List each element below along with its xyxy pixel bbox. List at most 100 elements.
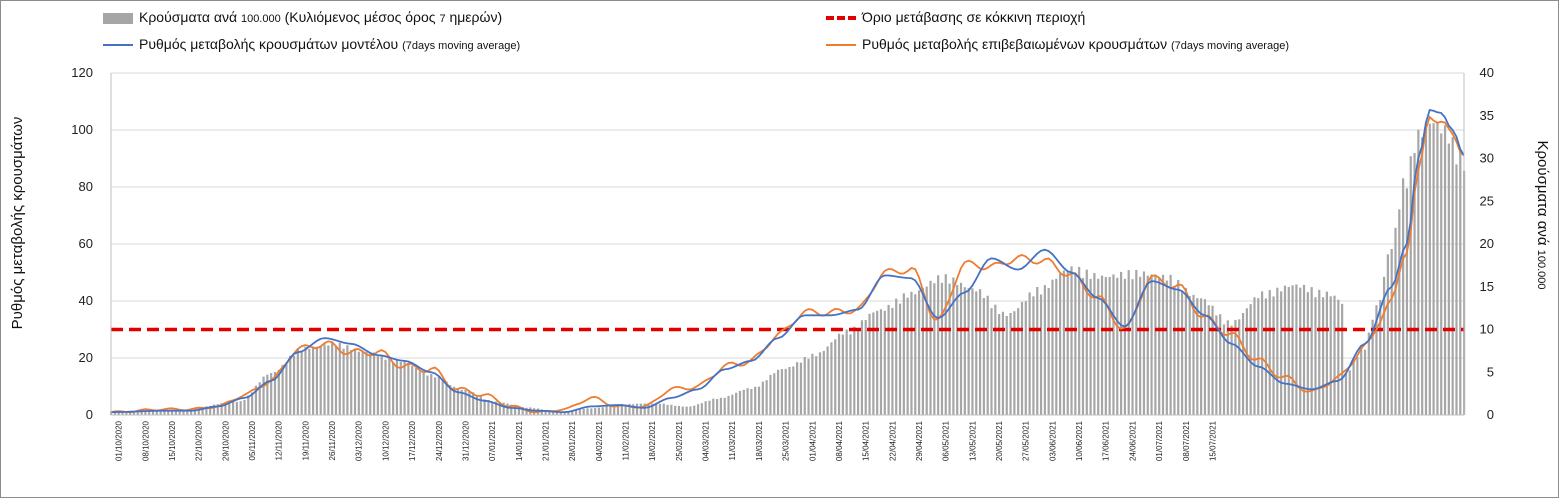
bar — [849, 334, 852, 415]
legend-bars-text2: 100.000 — [240, 13, 281, 25]
bar — [517, 406, 521, 415]
bar — [1287, 286, 1290, 415]
bar — [914, 294, 917, 415]
bar — [796, 362, 799, 415]
bar — [944, 274, 947, 415]
bar — [1097, 278, 1100, 415]
bar — [456, 388, 460, 415]
x-date-label: 29/10/2020 — [221, 420, 230, 461]
bar — [818, 352, 822, 415]
y-left-tick-label: 20 — [79, 350, 93, 365]
x-date-label: 22/04/2021 — [888, 420, 897, 461]
x-date-label: 24/12/2020 — [435, 420, 444, 461]
bar — [1398, 209, 1401, 415]
y-left-tick-label: 60 — [79, 236, 93, 251]
bar — [552, 411, 555, 415]
bar — [1093, 273, 1096, 415]
bar — [750, 389, 753, 415]
bar — [205, 406, 208, 415]
bar — [693, 405, 696, 415]
bar — [639, 403, 642, 415]
bar — [1321, 297, 1325, 415]
bar — [769, 374, 772, 415]
legend-threshold: Όριο μετάβασης σε κόκκινη περιοχή — [826, 9, 1085, 25]
bar — [239, 401, 242, 415]
y-right-tick-label: 15 — [1480, 279, 1494, 294]
bar — [487, 400, 490, 415]
bar — [1230, 325, 1233, 415]
y-left-tick-label: 40 — [79, 293, 93, 308]
confirmed-rate-line — [110, 115, 1465, 414]
legend-confirmed: Ρυθμός μεταβολής επιβεβαιωμένων κρουσμάτ… — [826, 36, 1289, 52]
bar — [498, 402, 501, 415]
bar — [1039, 294, 1043, 415]
bar — [1070, 266, 1073, 415]
x-date-label: 05/11/2020 — [248, 420, 257, 460]
bar — [357, 351, 360, 415]
bar — [1177, 280, 1180, 415]
bar — [491, 401, 494, 415]
bar — [742, 389, 745, 415]
x-date-label: 21/01/2021 — [542, 420, 551, 461]
bar — [666, 404, 669, 415]
x-date-label: 20/05/2021 — [995, 420, 1004, 461]
bar — [430, 373, 433, 415]
y-axis-right-title: Κρούσματα ανά 100.000 — [1534, 141, 1551, 290]
bar — [289, 355, 292, 415]
x-date-label: 10/06/2021 — [1075, 420, 1084, 461]
bar — [1402, 178, 1405, 415]
bar — [1451, 137, 1454, 416]
bar — [658, 403, 662, 415]
bar — [392, 362, 395, 415]
bar — [1055, 278, 1058, 415]
legend-threshold-text: Όριο μετάβασης σε κόκκινη περιοχή — [862, 9, 1086, 25]
legend-bars-text5: ημερών) — [449, 9, 503, 25]
bar — [1261, 291, 1264, 415]
y-axis-left-title: Ρυθμός μεταβολής κρουσμάτων — [9, 117, 26, 330]
x-date-label: 04/02/2021 — [595, 420, 604, 461]
bar — [1356, 356, 1359, 415]
bar — [1333, 295, 1336, 415]
bar — [662, 403, 665, 415]
bar — [190, 409, 193, 415]
bar — [1314, 297, 1317, 415]
x-date-label: 26/11/2020 — [328, 420, 337, 460]
bar — [1017, 308, 1020, 415]
bar — [422, 372, 425, 415]
bar — [380, 354, 383, 415]
bar — [1203, 299, 1207, 415]
x-date-label: 08/07/2021 — [1182, 420, 1191, 461]
y-right-tick-label: 5 — [1487, 364, 1494, 379]
bar — [982, 298, 985, 415]
bar — [1066, 270, 1069, 415]
bar — [544, 410, 547, 415]
bar — [841, 334, 844, 415]
axes: 0 20 40 60 80 100 120 0 5 10 15 20 25 30 35 40 01/10/202… — [71, 65, 1494, 461]
bar — [1051, 279, 1054, 415]
bar — [1352, 361, 1355, 415]
bar — [1447, 143, 1450, 415]
bar — [125, 411, 128, 415]
bar — [651, 403, 654, 415]
bar — [746, 388, 749, 415]
legend-model-swatch — [103, 44, 133, 47]
bar — [761, 381, 764, 415]
bar — [937, 275, 940, 415]
bar — [1337, 299, 1340, 415]
bar — [277, 369, 280, 415]
bar — [1047, 288, 1050, 415]
bar — [136, 411, 139, 415]
legend-confirmed-text: Ρυθμός μεταβολής επιβεβαιωμένων κρουσμάτ… — [862, 36, 1168, 52]
bar — [891, 307, 894, 415]
x-date-label: 25/03/2021 — [782, 420, 791, 461]
bar — [1142, 271, 1146, 415]
bar — [1360, 347, 1363, 415]
bar — [426, 375, 429, 415]
bar — [483, 399, 486, 415]
bar — [262, 376, 265, 415]
bar — [700, 403, 703, 415]
bar — [251, 392, 254, 415]
bar — [449, 385, 452, 415]
bar — [1043, 285, 1046, 415]
bar — [1001, 311, 1005, 415]
